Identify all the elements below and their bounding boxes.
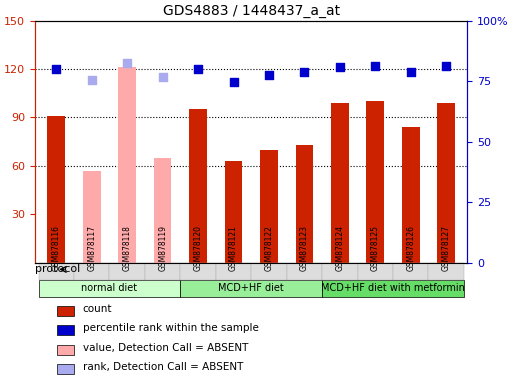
Bar bbox=[56, 364, 74, 374]
Point bbox=[123, 60, 131, 66]
FancyBboxPatch shape bbox=[322, 280, 464, 296]
FancyBboxPatch shape bbox=[181, 263, 216, 280]
Text: MCD+HF diet with metformin: MCD+HF diet with metformin bbox=[321, 283, 465, 293]
Text: GSM878126: GSM878126 bbox=[406, 225, 415, 271]
Text: protocol: protocol bbox=[35, 265, 80, 275]
Text: count: count bbox=[83, 304, 112, 314]
Bar bbox=[366, 101, 384, 263]
Bar bbox=[56, 345, 74, 355]
Text: value, Detection Call = ABSENT: value, Detection Call = ABSENT bbox=[83, 343, 248, 353]
Text: GSM878122: GSM878122 bbox=[265, 225, 273, 271]
Text: GSM878125: GSM878125 bbox=[371, 225, 380, 271]
Bar bbox=[189, 109, 207, 263]
Bar bbox=[119, 67, 136, 263]
Point bbox=[265, 72, 273, 78]
Point bbox=[88, 77, 96, 83]
Bar bbox=[83, 170, 101, 263]
Text: GSM878116: GSM878116 bbox=[52, 225, 61, 271]
FancyBboxPatch shape bbox=[393, 263, 428, 280]
FancyBboxPatch shape bbox=[38, 280, 181, 296]
Text: GSM878117: GSM878117 bbox=[87, 225, 96, 271]
FancyBboxPatch shape bbox=[287, 263, 322, 280]
Point bbox=[52, 66, 61, 72]
Bar bbox=[438, 103, 455, 263]
Text: GSM878123: GSM878123 bbox=[300, 225, 309, 271]
Text: normal diet: normal diet bbox=[82, 283, 137, 293]
Point bbox=[159, 74, 167, 80]
Text: GSM878127: GSM878127 bbox=[442, 225, 451, 271]
Text: rank, Detection Call = ABSENT: rank, Detection Call = ABSENT bbox=[83, 362, 243, 372]
FancyBboxPatch shape bbox=[38, 263, 74, 280]
FancyBboxPatch shape bbox=[358, 263, 393, 280]
FancyBboxPatch shape bbox=[322, 263, 358, 280]
FancyBboxPatch shape bbox=[74, 263, 109, 280]
Bar bbox=[331, 103, 349, 263]
Bar bbox=[154, 158, 171, 263]
FancyBboxPatch shape bbox=[145, 263, 181, 280]
Bar bbox=[295, 145, 313, 263]
FancyBboxPatch shape bbox=[251, 263, 287, 280]
Text: GSM878118: GSM878118 bbox=[123, 225, 132, 271]
Point bbox=[442, 63, 450, 69]
Bar bbox=[225, 161, 242, 263]
Point bbox=[336, 64, 344, 70]
Bar bbox=[260, 150, 278, 263]
Text: percentile rank within the sample: percentile rank within the sample bbox=[83, 323, 259, 333]
Bar bbox=[402, 127, 420, 263]
FancyBboxPatch shape bbox=[109, 263, 145, 280]
Bar bbox=[47, 116, 65, 263]
FancyBboxPatch shape bbox=[181, 280, 322, 296]
Text: GSM878124: GSM878124 bbox=[336, 225, 344, 271]
Point bbox=[371, 63, 380, 69]
FancyBboxPatch shape bbox=[428, 263, 464, 280]
Text: GSM878121: GSM878121 bbox=[229, 225, 238, 271]
Point bbox=[407, 69, 415, 75]
Bar bbox=[56, 325, 74, 335]
Point bbox=[229, 79, 238, 85]
FancyBboxPatch shape bbox=[216, 263, 251, 280]
Point bbox=[194, 66, 202, 72]
Text: GSM878120: GSM878120 bbox=[193, 225, 203, 271]
Text: MCD+HF diet: MCD+HF diet bbox=[219, 283, 284, 293]
Text: GSM878119: GSM878119 bbox=[158, 225, 167, 271]
Point bbox=[300, 69, 308, 75]
Bar bbox=[56, 306, 74, 316]
Title: GDS4883 / 1448437_a_at: GDS4883 / 1448437_a_at bbox=[163, 4, 340, 18]
